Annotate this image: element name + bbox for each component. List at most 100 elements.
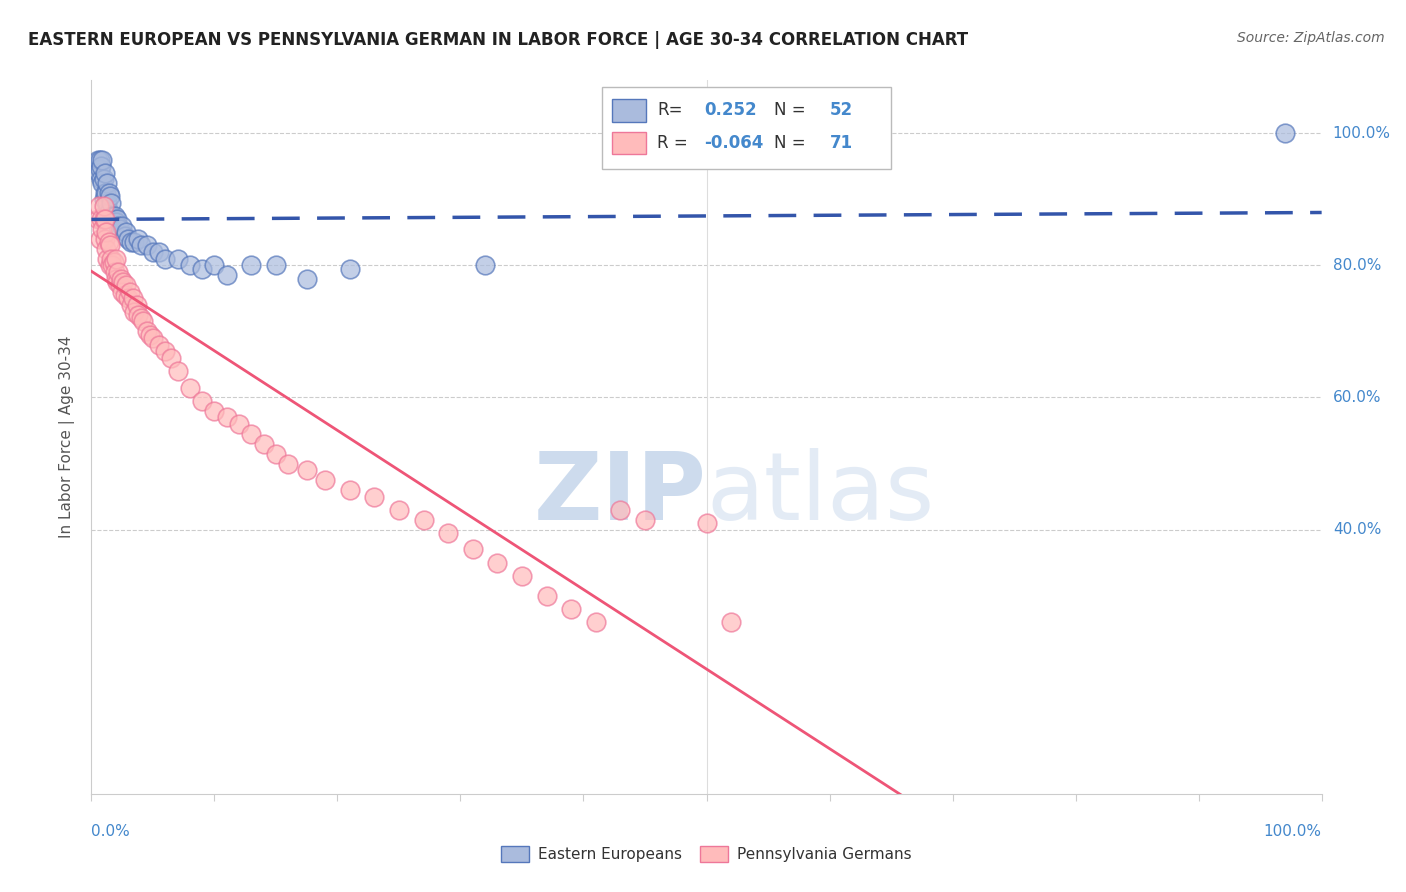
Point — [91, 176, 114, 190]
Point — [277, 457, 299, 471]
Point — [90, 159, 112, 173]
Text: atlas: atlas — [706, 448, 935, 541]
Point — [101, 209, 124, 223]
Point — [132, 314, 155, 328]
Text: 60.0%: 60.0% — [1333, 390, 1381, 405]
Point — [339, 483, 361, 497]
Point — [107, 219, 129, 233]
Point — [111, 219, 134, 233]
Point — [585, 615, 607, 629]
Point — [87, 199, 110, 213]
Point — [129, 238, 152, 252]
Point — [122, 291, 145, 305]
Point — [129, 311, 152, 326]
Point — [120, 298, 142, 312]
Point — [105, 215, 127, 229]
Point — [93, 199, 115, 213]
Point — [264, 447, 287, 461]
Point — [264, 258, 287, 272]
Text: R =: R = — [657, 134, 688, 152]
Point — [363, 490, 385, 504]
Point — [127, 308, 149, 322]
Point — [87, 166, 110, 180]
Point — [90, 212, 112, 227]
Point — [142, 245, 165, 260]
Text: Source: ZipAtlas.com: Source: ZipAtlas.com — [1237, 31, 1385, 45]
Text: EASTERN EUROPEAN VS PENNSYLVANIA GERMAN IN LABOR FORCE | AGE 30-34 CORRELATION C: EASTERN EUROPEAN VS PENNSYLVANIA GERMAN … — [28, 31, 969, 49]
Point — [98, 189, 121, 203]
Text: R=: R= — [657, 102, 683, 120]
Point — [103, 255, 125, 269]
Point — [93, 172, 115, 186]
Point — [108, 278, 131, 293]
Point — [215, 410, 238, 425]
Point — [215, 268, 238, 283]
Point — [536, 589, 558, 603]
Text: -0.064: -0.064 — [704, 134, 763, 152]
Point — [202, 258, 225, 272]
Text: 52: 52 — [830, 102, 852, 120]
Point — [96, 186, 117, 200]
Point — [108, 222, 131, 236]
Text: 100.0%: 100.0% — [1264, 824, 1322, 839]
Text: 0.0%: 0.0% — [91, 824, 131, 839]
Point — [153, 252, 177, 266]
Point — [86, 153, 108, 167]
Point — [114, 225, 138, 239]
Point — [474, 258, 496, 272]
Point — [114, 288, 136, 302]
Point — [634, 513, 657, 527]
Point — [148, 337, 170, 351]
Point — [91, 222, 114, 236]
Point — [96, 242, 117, 256]
Point — [105, 271, 127, 285]
Point — [96, 205, 117, 219]
Point — [89, 153, 111, 167]
Point — [103, 212, 125, 227]
Point — [94, 166, 117, 180]
Point — [97, 235, 120, 249]
Point — [105, 212, 128, 227]
Point — [100, 252, 122, 266]
Text: N =: N = — [775, 134, 806, 152]
Bar — [612, 132, 647, 154]
Point — [105, 252, 127, 266]
Point — [100, 195, 122, 210]
Y-axis label: In Labor Force | Age 30-34: In Labor Force | Age 30-34 — [59, 335, 76, 539]
Point — [253, 436, 276, 450]
Point — [609, 502, 631, 516]
Point — [124, 235, 146, 249]
Legend: Eastern Europeans, Pennsylvania Germans: Eastern Europeans, Pennsylvania Germans — [495, 840, 918, 868]
Point — [339, 261, 361, 276]
Point — [98, 238, 121, 252]
Point — [96, 195, 118, 210]
Point — [166, 364, 188, 378]
Point — [510, 569, 533, 583]
Point — [96, 176, 118, 190]
Point — [98, 209, 121, 223]
Point — [148, 245, 170, 260]
Point — [93, 192, 115, 206]
Point — [135, 324, 157, 338]
Point — [695, 516, 717, 530]
Point — [107, 265, 129, 279]
Point — [100, 212, 122, 227]
Point — [111, 285, 134, 299]
Point — [114, 228, 136, 243]
FancyBboxPatch shape — [602, 87, 891, 169]
Point — [127, 232, 149, 246]
Point — [118, 285, 141, 299]
Text: 100.0%: 100.0% — [1333, 126, 1391, 141]
Point — [461, 542, 484, 557]
Text: N =: N = — [775, 102, 806, 120]
Point — [104, 265, 127, 279]
Point — [228, 417, 250, 431]
Point — [179, 380, 201, 394]
Point — [120, 235, 142, 249]
Point — [191, 393, 214, 408]
Text: 0.252: 0.252 — [704, 102, 756, 120]
Point — [90, 172, 112, 186]
Text: ZIP: ZIP — [534, 448, 706, 541]
Point — [240, 258, 263, 272]
Point — [560, 602, 582, 616]
